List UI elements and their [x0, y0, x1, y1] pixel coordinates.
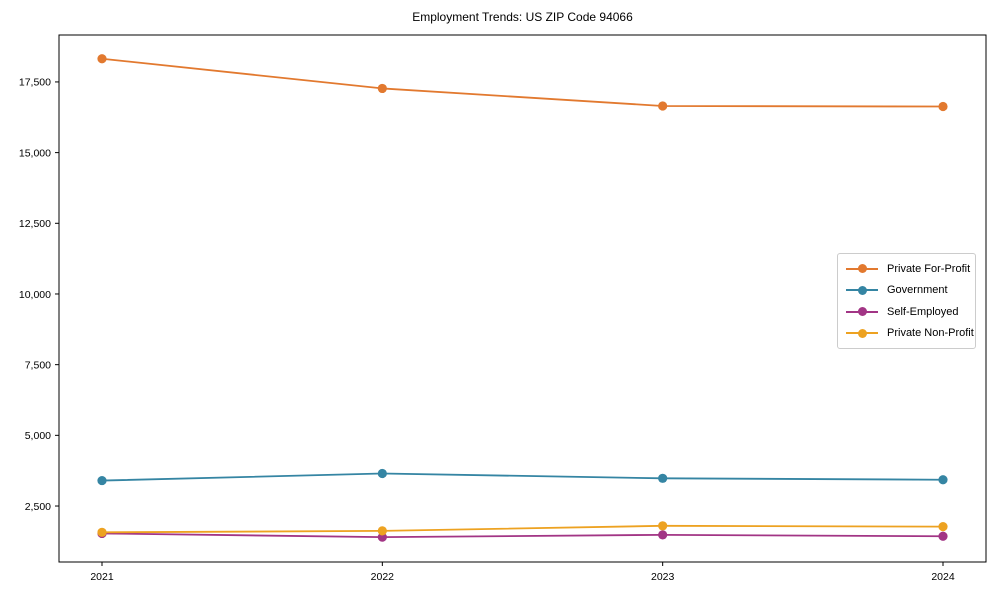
legend-line-marker-icon — [846, 307, 878, 317]
legend-label-private-non-profit: Private Non-Profit — [887, 327, 974, 340]
legend-item-self-employed: Self-Employed — [846, 301, 967, 323]
data-point-government-2022 — [377, 468, 387, 479]
y-axis-tick-label: 5,000 — [25, 430, 51, 442]
plot-border — [58, 34, 987, 563]
data-point-private-for-profit-2023 — [658, 101, 668, 111]
data-point-government-2021 — [97, 475, 107, 486]
data-point-government-2023 — [658, 473, 668, 483]
x-axis-tick-label: 2022 — [371, 571, 395, 583]
y-axis-tick-label: 7,500 — [25, 359, 51, 371]
data-point-self-employed-2023 — [658, 530, 668, 540]
chart-title: Employment Trends: US ZIP Code 94066 — [412, 10, 633, 24]
data-point-private-non-profit-2024 — [938, 522, 948, 532]
series-line-government — [101, 472, 944, 482]
y-axis-tick-label: 15,000 — [19, 147, 51, 159]
data-point-private-non-profit-2022 — [377, 526, 387, 536]
legend-item-private-non-profit: Private Non-Profit — [846, 323, 974, 345]
legend-item-government: Government — [846, 280, 967, 302]
series-line-private-non-profit — [101, 524, 944, 534]
legend-line-marker-icon — [846, 328, 878, 338]
y-axis-tick-label: 2,500 — [25, 501, 51, 513]
y-axis-tick-label: 17,500 — [19, 77, 51, 89]
data-point-private-non-profit-2023 — [658, 521, 668, 531]
series-line-self-employed — [101, 532, 944, 539]
legend-line-marker-icon — [846, 264, 878, 274]
data-point-private-for-profit-2021 — [97, 54, 107, 64]
series-line-private-for-profit — [101, 57, 944, 108]
data-point-private-for-profit-2024 — [938, 101, 948, 112]
y-axis-tick-label: 10,000 — [19, 289, 51, 301]
data-point-private-for-profit-2022 — [377, 83, 387, 94]
data-point-private-non-profit-2021 — [97, 527, 107, 537]
legend-label-government: Government — [887, 284, 948, 297]
y-axis-tick-label: 12,500 — [19, 218, 51, 230]
legend-line-marker-icon — [846, 285, 878, 295]
legend-item-private-for-profit: Private For-Profit — [846, 258, 971, 280]
legend-label-private-for-profit: Private For-Profit — [887, 262, 971, 275]
data-point-self-employed-2024 — [938, 531, 948, 541]
x-axis-tick-label: 2023 — [651, 571, 675, 583]
data-point-government-2024 — [938, 475, 948, 485]
x-axis-tick-label: 2024 — [931, 571, 955, 583]
legend-label-self-employed: Self-Employed — [887, 305, 959, 318]
legend: Private For-Profit Government Self-Employe… — [837, 253, 976, 349]
x-axis-tick-label: 2021 — [90, 571, 114, 583]
